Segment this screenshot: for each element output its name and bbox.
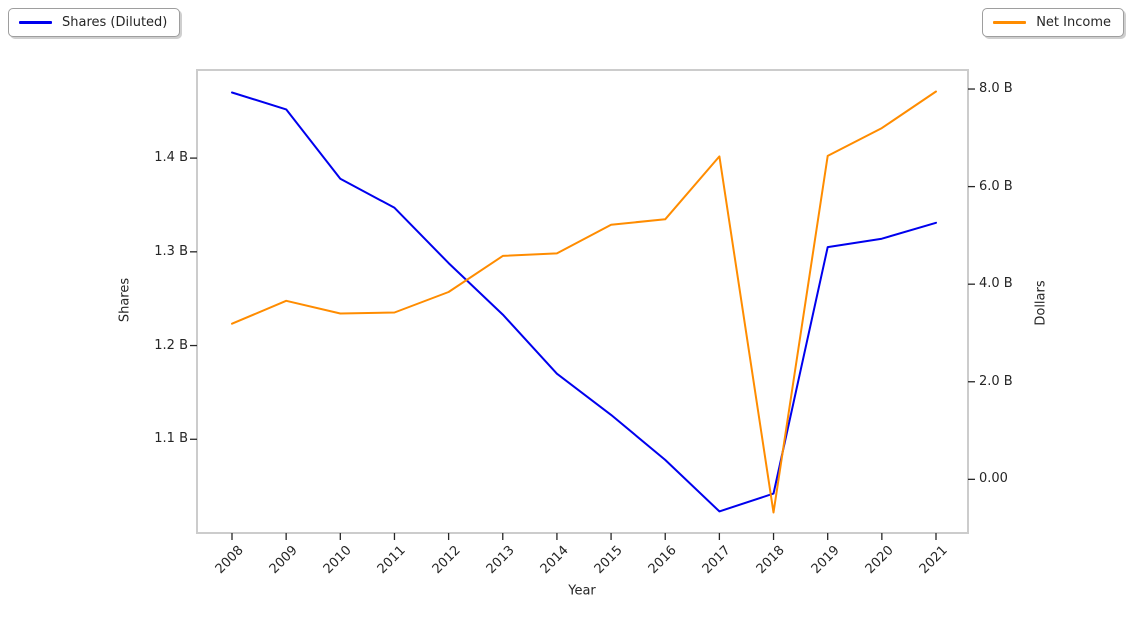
y-tick-label-right: 6.0 B: [979, 178, 1013, 194]
y-tick-label-right: 4.0 B: [979, 276, 1013, 292]
series-line-shares-diluted-: [231, 91, 937, 513]
x-axis-title: Year: [568, 583, 596, 599]
plot-frame: [196, 69, 969, 534]
y-axis-title-left: Shares: [117, 277, 133, 323]
y-tick-label-left: 1.3 B: [154, 243, 188, 259]
legend-label-shares: Shares (Diluted): [62, 15, 168, 30]
y-tick-label-left: 1.1 B: [154, 431, 188, 447]
legend-line-shares-icon: [19, 21, 52, 24]
legend-net-income: Net Income: [982, 8, 1124, 37]
y-tick-label-left: 1.2 B: [154, 337, 188, 353]
y-tick-label-right: 2.0 B: [979, 373, 1013, 389]
legend-shares: Shares (Diluted): [8, 8, 181, 37]
y-tick-label-right: 8.0 B: [979, 81, 1013, 97]
series-line-net-income: [231, 90, 937, 514]
y-tick-label-right: 0.00: [979, 471, 1008, 487]
legend-line-net-income-icon: [993, 21, 1027, 24]
y-axis-title-right: Dollars: [1033, 280, 1049, 326]
y-tick-label-left: 1.4 B: [154, 150, 188, 166]
legend-label-net-income: Net Income: [1036, 15, 1111, 30]
